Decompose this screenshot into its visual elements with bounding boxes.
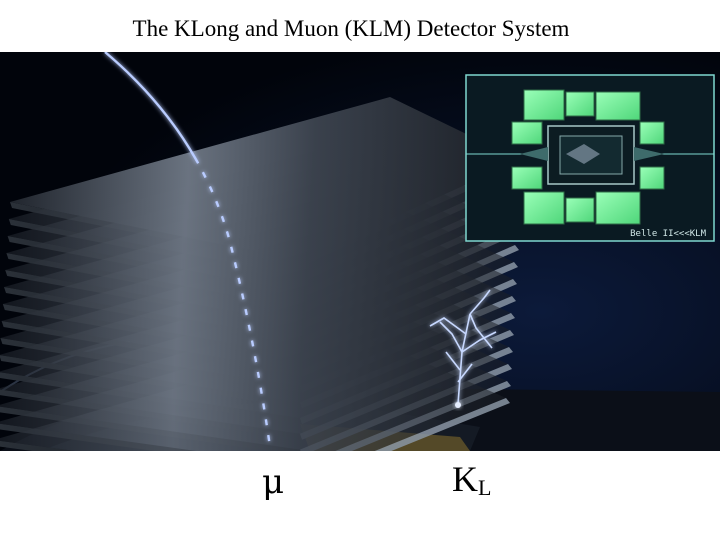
klong-label: KL — [452, 455, 491, 508]
muon-label: μ — [262, 462, 285, 502]
kl-vertex — [455, 402, 461, 408]
klm-plate-side — [0, 440, 76, 451]
inset-label: Belle II<<<KLM — [630, 229, 706, 239]
klong-subscript: L — [478, 475, 492, 500]
klm-inset: Belle II<<<KLM — [465, 74, 715, 242]
muon-track — [104, 52, 272, 448]
detector-render-svg: Belle II<<<KLM — [0, 52, 720, 451]
kl-shower — [429, 289, 497, 405]
klong-symbol: K — [452, 459, 478, 499]
klm-plate-top — [0, 335, 506, 451]
detector-render: Belle II<<<KLM — [0, 52, 720, 451]
slide-title: The KLong and Muon (KLM) Detector System — [132, 16, 570, 41]
klm-plate-edge — [374, 398, 510, 451]
